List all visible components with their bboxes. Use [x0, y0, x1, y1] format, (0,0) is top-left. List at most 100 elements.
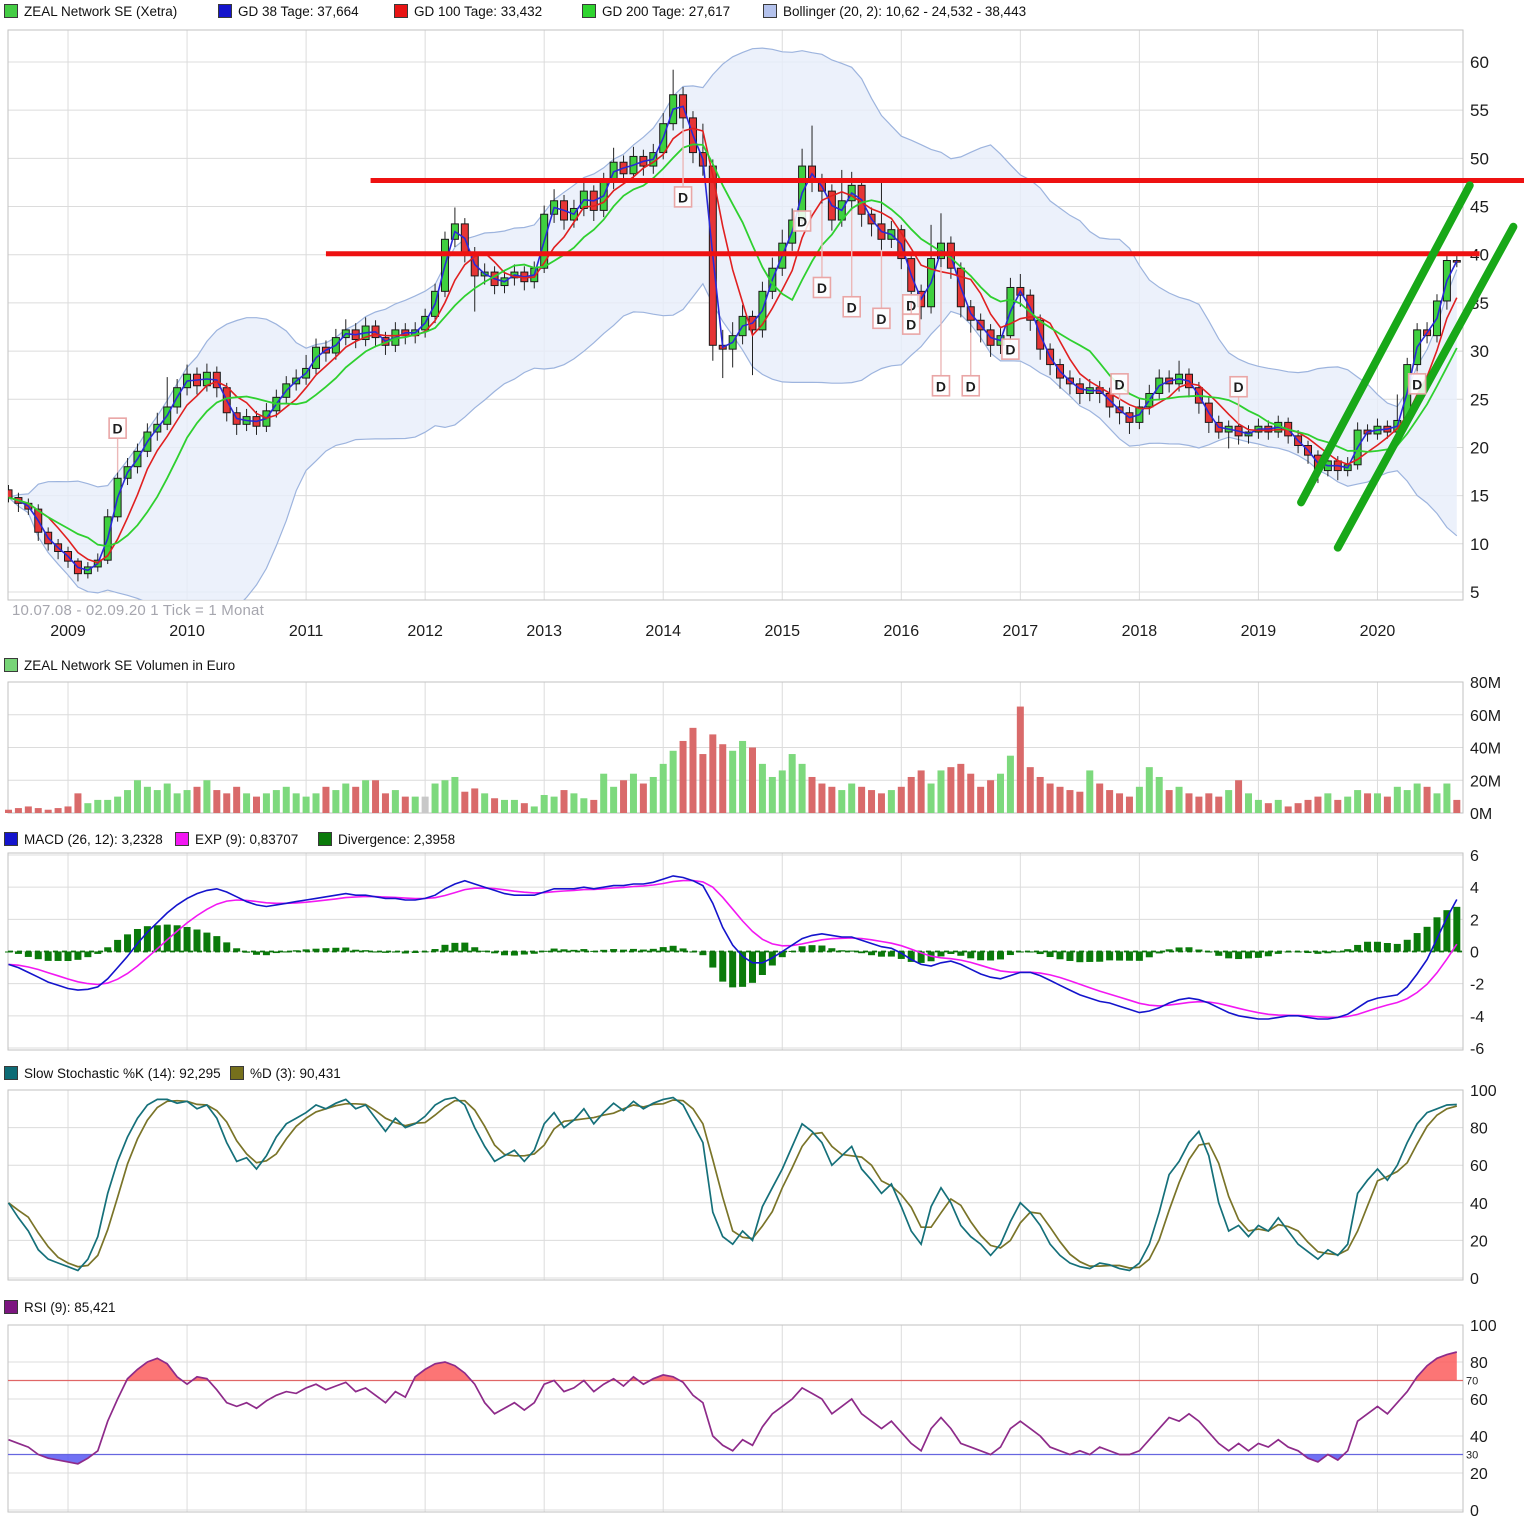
legend-item-price-0: ZEAL Network SE (Xetra) — [4, 3, 177, 21]
legend-item-macd-0: MACD (26, 12): 3,2328 — [4, 831, 163, 849]
rsi-chart: 100 80 60 40 20 0 70 30 — [7, 1318, 1497, 1520]
svg-text:6: 6 — [1470, 850, 1479, 865]
svg-text:50: 50 — [1470, 149, 1489, 168]
svg-text:80: 80 — [1470, 1121, 1488, 1138]
rsi-overbought-fill — [8, 1352, 1457, 1381]
macd-signal-line — [8, 879, 1458, 1019]
svg-text:20: 20 — [1470, 1466, 1488, 1483]
svg-text:2018: 2018 — [1122, 623, 1158, 640]
legend-item-stochastic-1: %D (3): 90,431 — [230, 1065, 341, 1083]
svg-text:2014: 2014 — [645, 623, 681, 640]
price-chart: 5101520253035404550556020092010201120122… — [7, 29, 1524, 640]
gd38-line — [8, 105, 1458, 572]
legend-label: ZEAL Network SE (Xetra) — [24, 4, 178, 19]
svg-text:30: 30 — [1466, 1450, 1478, 1462]
rsi-line — [8, 1351, 1458, 1465]
legend-swatch-icon — [230, 1066, 244, 1080]
price-plot-area — [8, 47, 1461, 600]
price-legend: ZEAL Network SE (Xetra) GD 38 Tage: 37,66… — [0, 3, 1524, 21]
legend-label: GD 200 Tage: 27,617 — [602, 4, 731, 19]
svg-text:60: 60 — [1470, 1392, 1488, 1409]
svg-text:-6: -6 — [1470, 1041, 1484, 1056]
legend-swatch-icon — [4, 1300, 18, 1314]
macd-legend: MACD (26, 12): 3,2328 EXP (9): 0,83707 Div… — [0, 831, 1524, 849]
legend-item-price-3: GD 200 Tage: 27,617 — [582, 3, 730, 21]
gd200-line — [8, 143, 1458, 548]
svg-text:80M: 80M — [1470, 675, 1501, 692]
legend-label: MACD (26, 12): 3,2328 — [24, 832, 163, 847]
legend-label: RSI (9): 85,421 — [24, 1300, 116, 1315]
volume-chart: 80M 60M 40M 20M 0M — [5, 675, 1501, 823]
legend-item-price-2: GD 100 Tage: 33,432 — [394, 3, 542, 21]
svg-text:20: 20 — [1470, 438, 1489, 457]
svg-text:2010: 2010 — [169, 623, 205, 640]
svg-text:2019: 2019 — [1241, 623, 1277, 640]
svg-text:30: 30 — [1470, 342, 1489, 361]
svg-text:D: D — [678, 189, 688, 205]
stochastic-chart: 100 80 60 40 20 0 — [7, 1084, 1497, 1288]
legend-swatch-icon — [582, 4, 596, 18]
svg-text:D: D — [1412, 376, 1422, 392]
legend-item-rsi-0: RSI (9): 85,421 — [4, 1299, 116, 1317]
legend-label: GD 38 Tage: 37,664 — [238, 4, 359, 19]
svg-text:45: 45 — [1470, 198, 1489, 217]
volume-bars — [5, 706, 1461, 813]
svg-text:-4: -4 — [1470, 1009, 1484, 1026]
svg-text:D: D — [1005, 342, 1015, 358]
legend-swatch-icon — [4, 832, 18, 846]
rsi-oversold-fill — [8, 1454, 1457, 1464]
legend-swatch-icon — [4, 658, 18, 672]
svg-text:60: 60 — [1470, 53, 1489, 72]
dividend-markers: DDDDDDDDDDDDDD — [108, 128, 1427, 473]
legend-item-volume-0: ZEAL Network SE Volumen in Euro — [4, 657, 235, 675]
svg-text:5: 5 — [1470, 583, 1479, 602]
legend-swatch-icon — [175, 832, 189, 846]
svg-text:D: D — [1234, 379, 1244, 395]
svg-text:2012: 2012 — [407, 623, 443, 640]
svg-text:D: D — [936, 378, 946, 394]
svg-text:-2: -2 — [1470, 977, 1484, 994]
macd-chart: -6 -4 -2 0 2 4 6 — [5, 850, 1484, 1056]
svg-text:60: 60 — [1470, 1158, 1488, 1175]
legend-swatch-icon — [394, 4, 408, 18]
legend-swatch-icon — [763, 4, 777, 18]
svg-text:60M: 60M — [1470, 708, 1501, 725]
macd-line — [8, 875, 1458, 1020]
svg-text:2009: 2009 — [50, 623, 86, 640]
svg-text:2017: 2017 — [1003, 623, 1039, 640]
svg-text:D: D — [797, 213, 807, 229]
svg-text:D: D — [1114, 376, 1124, 392]
svg-text:2013: 2013 — [526, 623, 562, 640]
legend-swatch-icon — [218, 4, 232, 18]
svg-text:0: 0 — [1470, 1503, 1479, 1520]
svg-text:D: D — [847, 299, 857, 315]
legend-label: Divergence: 2,3958 — [338, 832, 456, 847]
svg-text:100: 100 — [1470, 1318, 1497, 1335]
gd100-line — [8, 127, 1458, 564]
svg-text:100: 100 — [1470, 1084, 1497, 1100]
chart-footnote: 10.07.08 - 02.09.20 1 Tick = 1 Monat — [12, 602, 264, 619]
stochastic-legend: Slow Stochastic %K (14): 92,295 %D (3): 9… — [0, 1065, 1524, 1083]
legend-swatch-icon — [4, 4, 18, 18]
legend-item-stochastic-0: Slow Stochastic %K (14): 92,295 — [4, 1065, 221, 1083]
svg-text:25: 25 — [1470, 390, 1489, 409]
legend-item-price-1: GD 38 Tage: 37,664 — [218, 3, 359, 21]
legend-swatch-icon — [318, 832, 332, 846]
svg-text:15: 15 — [1470, 487, 1489, 506]
resistance-lines — [325, 178, 1524, 257]
svg-text:55: 55 — [1470, 101, 1489, 120]
legend-label: Slow Stochastic %K (14): 92,295 — [24, 1066, 221, 1081]
svg-text:2016: 2016 — [884, 623, 920, 640]
svg-text:40M: 40M — [1470, 741, 1501, 758]
legend-item-price-4: Bollinger (20, 2): 10,62 - 24,532 - 38,4… — [763, 3, 1026, 21]
legend-label: EXP (9): 0,83707 — [195, 832, 299, 847]
svg-text:70: 70 — [1466, 1376, 1478, 1388]
svg-text:4: 4 — [1470, 880, 1479, 897]
svg-text:10: 10 — [1470, 535, 1489, 554]
svg-text:2015: 2015 — [764, 623, 800, 640]
legend-label: Bollinger (20, 2): 10,62 - 24,532 - 38,4… — [783, 4, 1027, 19]
svg-text:40: 40 — [1470, 1429, 1488, 1446]
svg-text:20M: 20M — [1470, 773, 1501, 790]
legend-label: %D (3): 90,431 — [250, 1066, 341, 1081]
